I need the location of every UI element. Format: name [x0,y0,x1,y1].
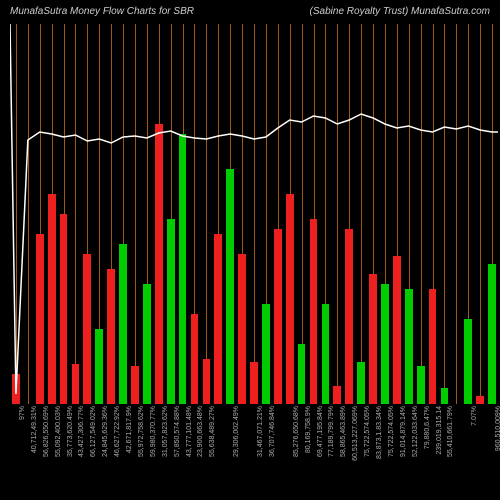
x-label: 60,513,227.069% [352,406,359,461]
bar [345,229,353,404]
x-label: 55,972,758.62% [138,406,145,457]
bar [441,388,449,404]
bar [203,359,211,404]
bar [357,362,365,404]
bar [238,254,246,404]
x-label: 29,306,002.49% [233,406,240,457]
bar [322,304,330,404]
bar [310,219,318,404]
x-label: 75,722,574.05% [388,406,395,457]
x-label: 23,900,663.48% [197,406,204,457]
bar [369,274,377,404]
x-label: 77,189,799.79% [328,406,335,457]
x-label: 59,980,370.77% [150,406,157,457]
bar [83,254,91,404]
x-label: 36,707,746.84% [269,406,276,457]
x-label: 43,777,101.48% [186,406,193,457]
bar [155,124,163,404]
x-label: 46,627,722.92% [114,406,121,457]
x-label: 24,845,629.36% [102,406,109,457]
bar [12,374,20,404]
bar [131,366,139,404]
x-label: 79,880,6.47% [424,406,431,449]
x-label: 56,826,550.69% [43,406,50,457]
x-label: 69,477,195.84% [317,406,324,457]
bar [36,234,44,404]
x-label: 83,873,1.83.34% [376,406,383,459]
x-label: 80,169,758.9% [305,406,312,453]
x-label: 239,019,315.14 [436,406,443,455]
bar [417,366,425,404]
bar [107,269,115,404]
header-right: (Sabine Royalty Trust) MunafaSutra.com [310,6,490,17]
bar [476,396,484,404]
header-left: MunafaSutra Money Flow Charts for SBR [10,6,194,17]
bar [381,284,389,404]
bar [167,219,175,404]
bar [405,289,413,404]
x-label: 55,092,400.03% [55,406,62,457]
bar [95,329,103,404]
bar [393,256,401,404]
x-label: 66,127,549.02% [90,406,97,457]
bar [333,386,341,404]
bar [48,194,56,404]
x-label: 35,773,620.49% [67,406,74,457]
bars-layer [10,24,498,404]
bar [429,289,437,404]
x-label: 91,014,879.14% [400,406,407,457]
bar [286,194,294,404]
bar [191,314,199,404]
bar [143,284,151,404]
x-label: 42,671,817.9% [126,406,133,453]
chart-header: MunafaSutra Money Flow Charts for SBR (S… [0,0,500,23]
bar [214,234,222,404]
bar [488,264,496,404]
x-label: 31,467,071.21% [257,406,264,457]
bar [226,169,234,404]
bar [179,134,187,404]
x-label: 57,850,574.88% [174,406,181,457]
bar [262,304,270,404]
x-label: 85,276,650.68% [293,406,300,457]
bar [464,319,472,404]
x-label: 75,722,574.05% [364,406,371,457]
x-label: 43,427,306.77% [78,406,85,457]
bar [274,229,282,404]
bar [119,244,127,404]
x-label: 960,510.009% [495,406,500,451]
x-label: 55,638,489.27% [209,406,216,457]
x-label: 40,712,49.31% [31,406,38,453]
x-label: 97% [19,406,26,420]
chart-container [10,24,498,404]
x-label: 52,122,033.64% [412,406,419,457]
bar [60,214,68,404]
bar [72,364,80,404]
bar [298,344,306,404]
x-label: 55,410,661.79% [447,406,454,457]
bar [250,362,258,404]
x-label: 58,865,463.89% [340,406,347,457]
x-label: 7.07% [471,406,478,426]
x-label: 31,057,823.62% [162,406,169,457]
x-axis-labels: 97% 40,712,49.31% 56,826,550.69% 55,092,400… [10,406,498,496]
